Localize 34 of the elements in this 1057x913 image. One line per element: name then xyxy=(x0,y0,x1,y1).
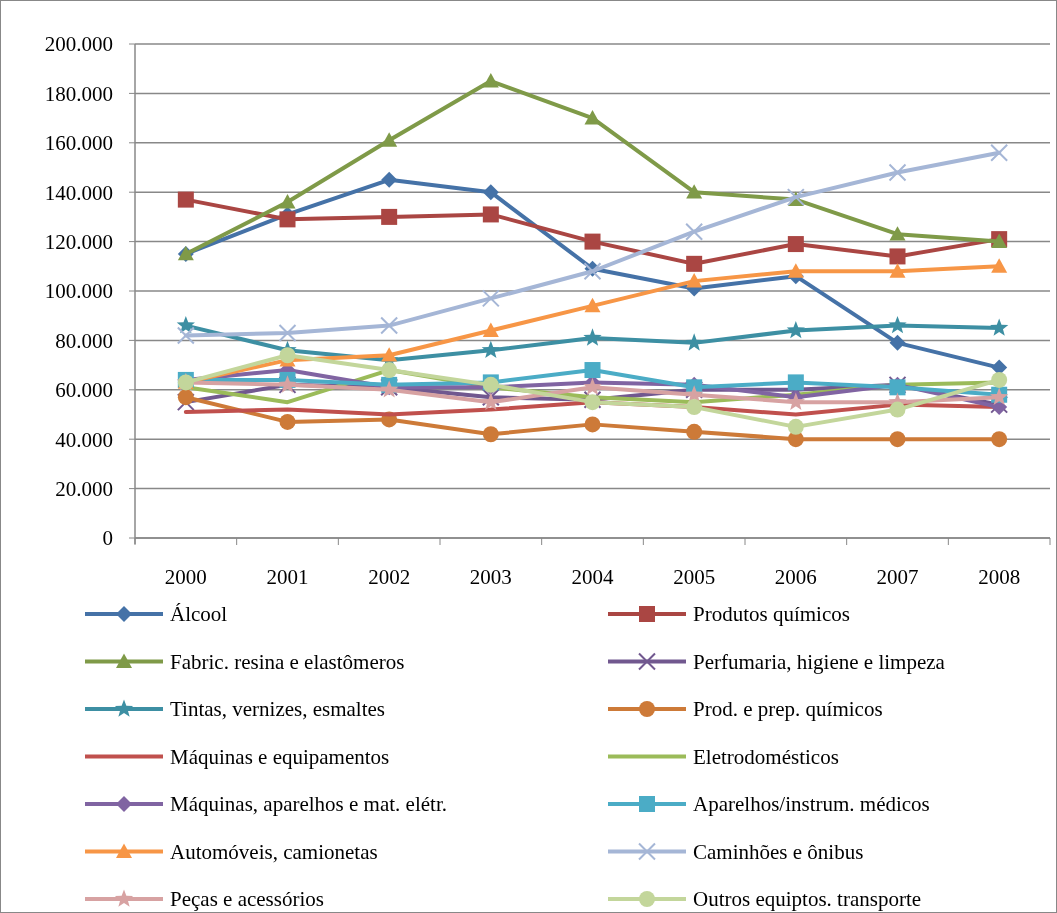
legend-label: Caminhões e ônibus xyxy=(693,839,864,864)
y-tick-label: 20.000 xyxy=(55,476,113,501)
y-tick-label: 100.000 xyxy=(44,279,113,304)
legend-label: Automóveis, camionetas xyxy=(170,839,378,864)
y-tick-label: 0 xyxy=(102,526,113,551)
x-tick-label: 2008 xyxy=(978,565,1021,589)
legend-label: Prod. e prep. químicos xyxy=(693,697,883,722)
legend-label: Perfumaria, higiene e limpeza xyxy=(693,649,946,674)
legend-label: Aparelhos/instrum. médicos xyxy=(693,792,930,817)
legend-label: Outros equiptos. transporte xyxy=(693,887,922,912)
y-tick-label: 160.000 xyxy=(44,131,113,156)
y-tick-label: 180.000 xyxy=(44,81,113,106)
legend-label: Fabric. resina e elastômeros xyxy=(170,649,405,674)
legend-label: Álcool xyxy=(170,602,228,627)
x-tick-label: 2004 xyxy=(571,565,614,589)
y-tick-label: 120.000 xyxy=(44,229,113,254)
x-tick-label: 2003 xyxy=(469,565,512,589)
x-tick-label: 2006 xyxy=(774,565,817,589)
y-tick-label: 40.000 xyxy=(55,427,113,452)
x-tick-label: 2007 xyxy=(876,565,919,589)
legend-label: Peças e acessórios xyxy=(170,887,324,912)
legend-label: Máquinas e equipamentos xyxy=(170,744,390,769)
x-tick-label: 2005 xyxy=(673,565,716,589)
y-tick-label: 80.000 xyxy=(55,328,113,353)
legend-label: Eletrodomésticos xyxy=(693,744,839,769)
legend-label: Produtos químicos xyxy=(693,602,850,627)
y-tick-label: 200.000 xyxy=(44,32,113,57)
x-tick-label: 2000 xyxy=(164,565,207,589)
legend-label: Tintas, vernizes, esmaltes xyxy=(170,697,386,722)
y-tick-label: 140.000 xyxy=(44,180,113,205)
y-tick-label: 60.000 xyxy=(55,378,113,403)
legend-label: Máquinas, aparelhos e mat. elétr. xyxy=(170,792,447,817)
x-tick-label: 2001 xyxy=(266,565,309,589)
x-tick-label: 2002 xyxy=(368,565,411,589)
